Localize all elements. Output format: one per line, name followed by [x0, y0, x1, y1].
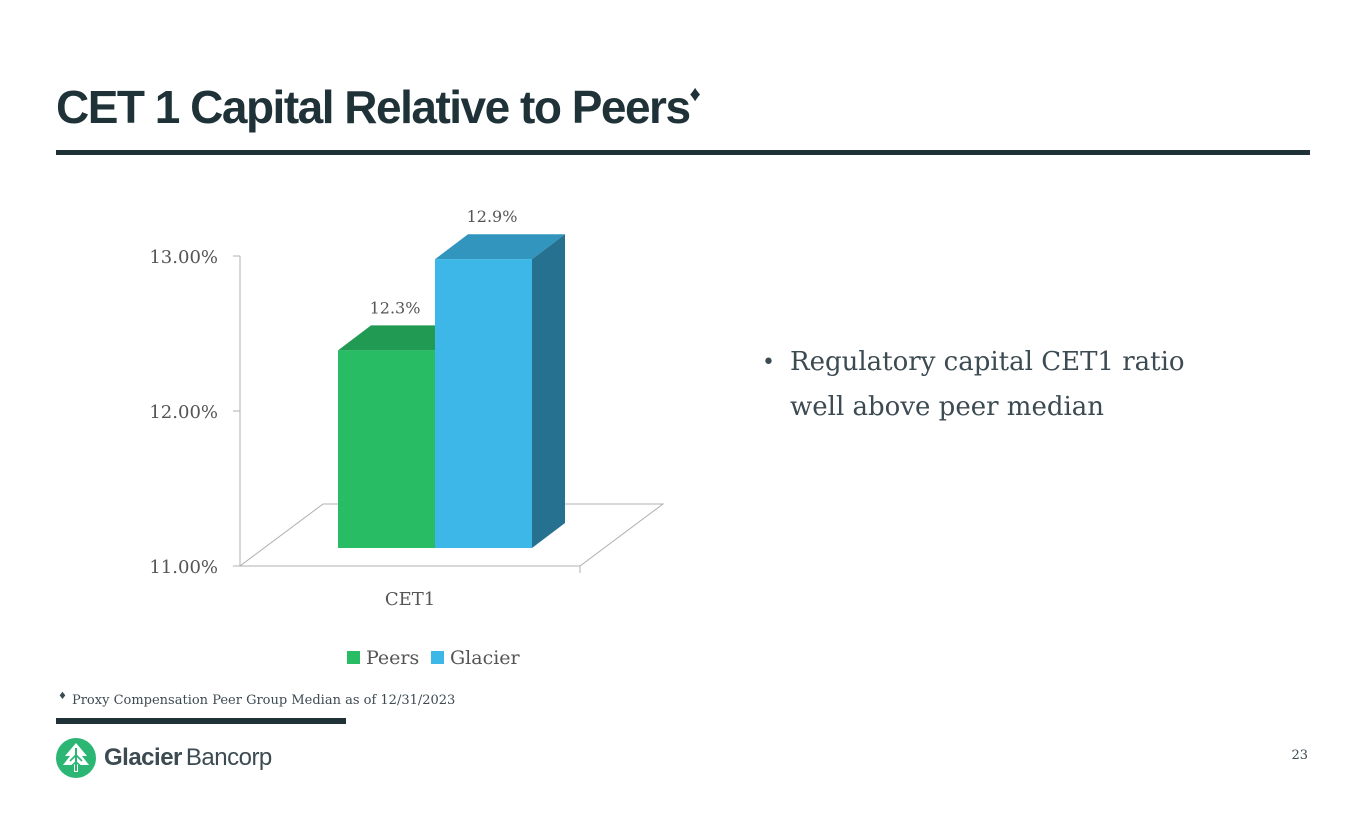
slide-title-text: CET 1 Capital Relative to Peers — [56, 81, 691, 133]
bar-side-glacier — [532, 234, 565, 548]
footnote-text: Proxy Compensation Peer Group Median as … — [71, 693, 456, 708]
footnote: ♦ Proxy Compensation Peer Group Median as… — [58, 691, 456, 708]
legend-swatch-peers — [347, 651, 360, 664]
bullet-dot: • — [762, 350, 775, 375]
y-tick-label: 11.00% — [149, 557, 218, 578]
data-label-glacier: 12.9% — [467, 207, 518, 226]
page-number: 23 — [1291, 748, 1308, 763]
y-tick-label: 13.00% — [149, 247, 218, 268]
bullet-list: • Regulatory capital CET1 ratio well abov… — [762, 340, 1202, 430]
footnote-diamond-mark: ♦ — [58, 691, 67, 702]
cet1-bar-chart: 13.00% 12.00% 11.00% CET1 12.3% 12.9% Peers Gla… — [149, 207, 665, 669]
logo-word-bancorp: Bancorp — [185, 744, 272, 771]
data-label-peers: 12.3% — [370, 298, 421, 317]
logo-word-glacier: Glacier — [104, 744, 182, 771]
legend-label-peers: Peers — [366, 647, 419, 669]
glacier-logo-icon — [56, 738, 96, 778]
title-divider — [56, 150, 1310, 155]
legend-label-glacier: Glacier — [450, 647, 521, 669]
title-diamond-mark: ♦ — [689, 80, 701, 106]
legend-swatch-glacier — [431, 651, 444, 664]
bar-peers — [338, 350, 435, 548]
bullet-text: Regulatory capital CET1 ratio well above… — [790, 347, 1185, 422]
x-tick-label: CET1 — [385, 589, 435, 610]
slide-title: CET 1 Capital Relative to Peers♦ — [56, 80, 701, 134]
chart-floor — [238, 503, 665, 567]
bar-glacier — [435, 259, 532, 548]
bullet-item: • Regulatory capital CET1 ratio well abov… — [762, 340, 1202, 430]
bar-top-glacier — [435, 234, 565, 260]
y-tick-label: 12.00% — [149, 402, 218, 423]
glacier-bancorp-logo: Glacier Bancorp — [55, 737, 272, 779]
footnote-divider — [56, 718, 346, 724]
